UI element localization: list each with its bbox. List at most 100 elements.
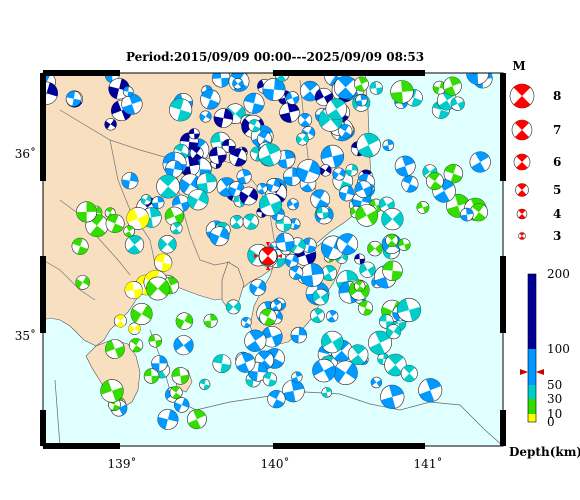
earthquake-marker xyxy=(418,378,443,403)
earthquake-marker xyxy=(235,352,256,373)
magnitude-legend-symbol xyxy=(511,119,533,141)
earthquake-marker xyxy=(333,75,358,100)
earthquake-marker xyxy=(186,409,207,430)
magnitude-legend-label: 7 xyxy=(553,123,561,137)
earthquake-marker xyxy=(397,238,411,251)
earthquake-marker xyxy=(140,194,152,206)
earthquake-marker xyxy=(148,334,163,348)
earthquake-marker xyxy=(347,344,369,366)
magnitude-legend-label: 8 xyxy=(553,89,561,103)
earthquake-marker xyxy=(386,324,402,340)
earthquake-marker xyxy=(229,214,244,229)
magnitude-legend-symbol xyxy=(513,153,531,171)
earthquake-marker xyxy=(209,226,230,247)
earthquake-marker xyxy=(145,276,170,301)
earthquake-marker xyxy=(240,317,252,328)
earthquake-marker xyxy=(196,172,218,194)
earthquake-marker xyxy=(185,44,199,58)
earthquake-marker xyxy=(326,310,339,323)
earthquake-marker xyxy=(262,372,277,387)
earthquake-marker xyxy=(345,163,359,177)
lon-label-141: 141˚ xyxy=(414,456,443,471)
earthquake-marker xyxy=(209,146,227,165)
earthquake-marker xyxy=(207,52,225,70)
earthquake-marker xyxy=(459,207,474,222)
earthquake-marker xyxy=(378,314,394,329)
earthquake-marker xyxy=(281,379,305,403)
earthquake-marker xyxy=(267,390,286,409)
earthquake-marker xyxy=(378,196,395,213)
earthquake-marker xyxy=(151,196,165,209)
depth-tick-label: 100 xyxy=(547,342,570,356)
earthquake-marker xyxy=(122,86,134,97)
earthquake-marker xyxy=(296,159,321,184)
earthquake-marker xyxy=(256,182,268,195)
earthquake-marker xyxy=(325,98,348,120)
lat-label-36: 36˚ xyxy=(15,146,36,161)
earthquake-marker xyxy=(105,214,125,233)
map-title: Period:2015/09/09 00:00---2025/09/09 08:… xyxy=(125,50,425,64)
earthquake-marker xyxy=(129,338,144,353)
earthquake-marker xyxy=(401,175,419,193)
earthquake-marker xyxy=(310,189,331,210)
earthquake-marker xyxy=(425,172,444,191)
depth-marker xyxy=(520,369,544,376)
earthquake-marker xyxy=(321,265,338,282)
earthquake-marker xyxy=(381,208,404,231)
earthquake-marker xyxy=(232,78,244,90)
earthquake-marker xyxy=(225,299,241,315)
earthquake-marker xyxy=(288,218,301,230)
earthquake-marker xyxy=(416,200,430,214)
earthquake-marker xyxy=(358,300,373,316)
depth-tick-label: 10 xyxy=(547,407,562,421)
depth-tick-label: 200 xyxy=(547,267,570,281)
earthquake-marker xyxy=(321,387,333,398)
earthquake-marker xyxy=(158,235,177,254)
earthquake-marker xyxy=(262,78,286,101)
izu-peninsula xyxy=(85,339,141,409)
earthquake-marker xyxy=(169,98,193,122)
earthquake-marker xyxy=(338,185,355,202)
earthquake-marker xyxy=(242,213,259,230)
earthquake-marker xyxy=(199,378,211,390)
earthquake-marker xyxy=(243,92,265,114)
earthquake-marker xyxy=(354,280,366,292)
magnitude-legend-symbol xyxy=(515,183,529,197)
earthquake-marker xyxy=(279,102,300,123)
earthquake-marker xyxy=(263,45,287,69)
earthquake-marker xyxy=(199,54,218,73)
earthquake-marker xyxy=(442,76,462,96)
earthquake-marker xyxy=(400,365,418,382)
depth-legend-title: Depth(km) xyxy=(509,445,580,459)
magnitude-legend-symbol xyxy=(509,83,535,109)
earthquake-marker xyxy=(312,358,336,383)
earthquake-marker xyxy=(203,313,218,328)
earthquake-marker xyxy=(358,32,376,50)
earthquake-marker xyxy=(65,90,82,107)
earthquake-marker xyxy=(284,253,299,268)
earthquake-marker xyxy=(355,204,379,227)
magnitude-legend-label: 6 xyxy=(553,155,561,169)
earthquake-marker xyxy=(75,275,90,290)
earthquake-marker xyxy=(298,113,313,127)
earthquake-marker xyxy=(266,178,281,193)
earthquake-marker xyxy=(385,233,399,247)
earthquake-marker xyxy=(338,124,353,139)
earthquake-marker xyxy=(175,312,194,330)
earthquake-marker xyxy=(259,308,277,326)
earthquake-marker xyxy=(336,233,359,255)
earthquake-marker xyxy=(469,151,491,173)
depth-tick-label: 30 xyxy=(547,392,562,406)
magnitude-legend-title: M xyxy=(512,59,525,73)
earthquake-marker xyxy=(121,93,143,115)
earthquake-marker xyxy=(130,303,153,325)
earthquake-marker xyxy=(171,367,190,385)
depth-band xyxy=(528,414,536,422)
magnitude-legend-label: 5 xyxy=(553,183,561,197)
earthquake-marker xyxy=(249,279,267,296)
earthquake-marker xyxy=(151,355,168,372)
earthquake-marker xyxy=(239,186,258,206)
earthquake-marker xyxy=(189,146,204,161)
earthquake-marker xyxy=(211,73,231,88)
